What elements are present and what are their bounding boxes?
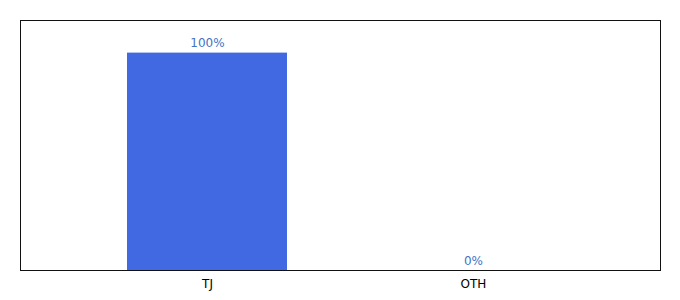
svg-text:0%: 0%	[464, 254, 483, 268]
svg-text:OTH: OTH	[461, 277, 487, 291]
svg-text:TJ: TJ	[201, 277, 213, 291]
svg-text:100%: 100%	[190, 36, 224, 50]
